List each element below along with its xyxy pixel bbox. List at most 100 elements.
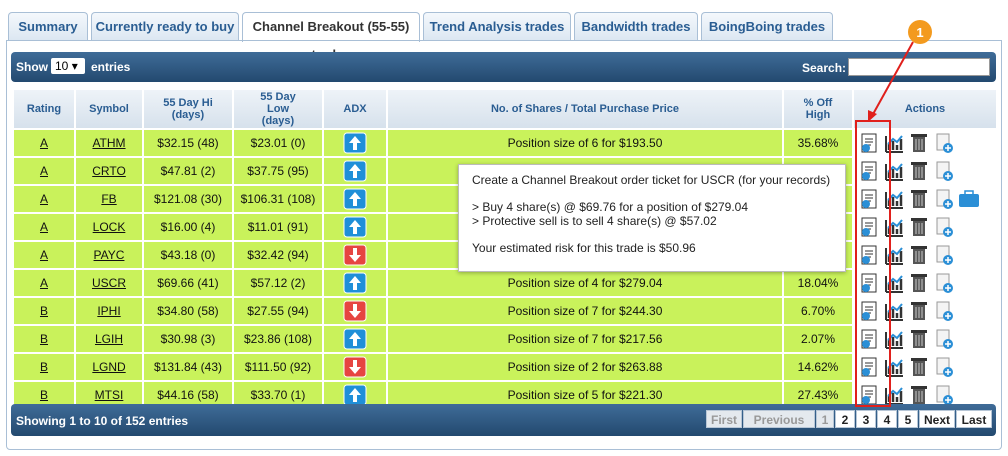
page-button[interactable]: Previous (743, 410, 815, 428)
symbol-link[interactable]: IPHI (97, 304, 121, 318)
column-header: ADX (324, 90, 386, 128)
add-icon[interactable] (933, 300, 955, 322)
order-ticket-icon[interactable] (858, 160, 880, 182)
symbol-link[interactable]: CRTO (92, 164, 126, 178)
adx-cell (324, 130, 386, 156)
chart-icon[interactable] (883, 160, 905, 182)
column-header[interactable]: 55 Day Hi (days) (144, 90, 232, 128)
order-ticket-icon[interactable] (858, 244, 880, 266)
rating-cell: A (14, 270, 74, 296)
symbol-link[interactable]: LGIH (94, 332, 123, 346)
order-ticket-icon[interactable] (858, 300, 880, 322)
rating-link[interactable]: A (39, 136, 48, 150)
add-icon[interactable] (933, 132, 955, 154)
delete-icon[interactable] (908, 272, 930, 294)
delete-icon[interactable] (908, 188, 930, 210)
symbol-link[interactable]: LGND (92, 360, 126, 374)
chart-icon[interactable] (883, 300, 905, 322)
chart-icon[interactable] (883, 216, 905, 238)
order-ticket-icon[interactable] (858, 188, 880, 210)
page-button[interactable]: 4 (877, 410, 897, 428)
symbol-link[interactable]: MTSI (94, 388, 124, 402)
rating-link[interactable]: A (39, 276, 48, 290)
chart-icon[interactable] (883, 244, 905, 266)
order-ticket-icon[interactable] (858, 356, 880, 378)
column-header[interactable]: 55 Day Low (days) (234, 90, 322, 128)
order-ticket-icon[interactable] (858, 272, 880, 294)
tab[interactable]: Trend Analysis trades (423, 12, 571, 40)
adx-icon (343, 216, 367, 238)
delete-icon[interactable] (908, 216, 930, 238)
symbol-link[interactable]: PAYC (93, 248, 125, 262)
add-icon[interactable] (933, 244, 955, 266)
rating-link[interactable]: A (39, 164, 48, 178)
search-label: Search: (802, 61, 847, 75)
delete-icon[interactable] (908, 328, 930, 350)
rating-cell: A (14, 186, 74, 212)
bin-lines (915, 139, 923, 150)
lid (911, 274, 927, 277)
adx-cell (324, 158, 386, 184)
chart-icon[interactable] (883, 272, 905, 294)
rating-link[interactable]: B (39, 388, 48, 402)
page-button[interactable]: 2 (835, 410, 855, 428)
delete-icon[interactable] (908, 356, 930, 378)
rating-link[interactable]: A (39, 220, 48, 234)
column-header[interactable]: Rating (14, 90, 74, 128)
delete-icon[interactable] (908, 132, 930, 154)
chart-icon[interactable] (883, 384, 905, 406)
page-button[interactable]: 1 (816, 410, 834, 428)
chart-icon[interactable] (883, 328, 905, 350)
column-header[interactable]: Symbol (76, 90, 142, 128)
adx-arrow (349, 136, 361, 150)
rating-cell: B (14, 298, 74, 324)
adx-icon (343, 384, 367, 406)
column-header[interactable]: No. of Shares / Total Purchase Price (388, 90, 782, 128)
search-input[interactable] (848, 58, 990, 76)
rating-link[interactable]: A (39, 192, 48, 206)
chart-icon[interactable] (883, 188, 905, 210)
hi-cell: $121.08 (30) (144, 186, 232, 212)
add-icon[interactable] (933, 328, 955, 350)
page-button[interactable]: 3 (856, 410, 876, 428)
order-ticket-icon[interactable] (858, 328, 880, 350)
portfolio-icon[interactable] (958, 188, 980, 210)
delete-icon[interactable] (908, 300, 930, 322)
add-icon[interactable] (933, 160, 955, 182)
page-button[interactable]: Next (919, 410, 955, 428)
symbol-link[interactable]: ATHM (92, 136, 126, 150)
page-size-select[interactable]: 10 ▾ (51, 58, 85, 74)
rating-link[interactable]: B (39, 360, 48, 374)
rating-cell: A (14, 158, 74, 184)
actions-cell (854, 270, 996, 296)
symbol-link[interactable]: LOCK (92, 220, 126, 234)
page-button[interactable]: 5 (898, 410, 918, 428)
order-ticket-icon[interactable] (858, 216, 880, 238)
page-button[interactable]: First (706, 410, 742, 428)
add-icon[interactable] (933, 272, 955, 294)
tab[interactable]: Channel Breakout (55-55) trades (242, 12, 420, 62)
tab[interactable]: Summary (8, 12, 88, 40)
rating-link[interactable]: B (39, 304, 48, 318)
page-button[interactable]: Last (956, 410, 992, 428)
tab[interactable]: BoingBoing trades (701, 12, 833, 40)
delete-icon[interactable] (908, 160, 930, 182)
symbol-link[interactable]: USCR (91, 276, 126, 290)
chart-icon[interactable] (883, 356, 905, 378)
tab[interactable]: Currently ready to buy (91, 12, 239, 40)
rating-link[interactable]: B (39, 332, 48, 346)
rating-link[interactable]: A (39, 248, 48, 262)
add-icon[interactable] (933, 356, 955, 378)
symbol-link[interactable]: FB (101, 192, 117, 206)
delete-icon[interactable] (908, 384, 930, 406)
info-text: Showing 1 to 10 of 152 entries (16, 414, 189, 428)
order-ticket-icon[interactable] (858, 384, 880, 406)
add-icon[interactable] (933, 384, 955, 406)
order-ticket-icon[interactable] (858, 132, 880, 154)
chart-icon[interactable] (883, 132, 905, 154)
delete-icon[interactable] (908, 244, 930, 266)
add-icon[interactable] (933, 188, 955, 210)
add-icon[interactable] (933, 216, 955, 238)
tab[interactable]: Bandwidth trades (574, 12, 698, 40)
column-header[interactable]: % Off High (784, 90, 852, 128)
